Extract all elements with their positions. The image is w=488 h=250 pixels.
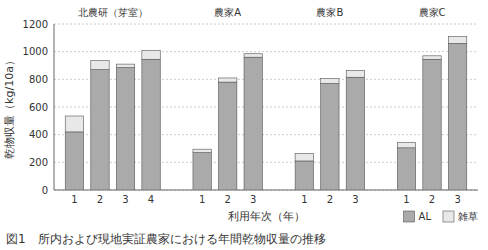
bar-segment [423,59,441,190]
legend-swatch [443,211,454,222]
grid-line [54,51,478,52]
x-tick-label: 1 [403,194,409,205]
grid-line [54,24,478,25]
x-tick-label: 2 [327,194,333,205]
legend-swatch [404,211,415,222]
legend-item: 雑草 [443,211,478,222]
bar-segment [91,61,109,70]
group-label: 北農研（芽室） [78,7,148,18]
bar-segment [244,57,262,190]
x-tick-label: 3 [122,194,128,205]
y-tick-label: 800 [29,74,48,85]
group-label: 農家C [419,7,446,18]
bar-segment [295,153,313,161]
legend: AL 雑草 [404,211,478,222]
group-label: 農家B [316,7,343,18]
group-label: 農家A [214,7,241,18]
bar-segment [193,153,211,190]
x-tick-label: 3 [352,194,358,205]
bar-segment [142,50,160,59]
y-tick-label: 0 [42,185,48,196]
bar-segment [116,68,134,190]
bar-segment [397,142,415,148]
bar-segment [218,78,236,82]
bar-segment [448,43,466,190]
x-axis-label: 利用年次（年） [228,210,305,223]
legend-label: AL [419,211,432,222]
x-tick-label: 3 [250,194,256,205]
bar-segment [244,54,262,57]
legend-item: AL [404,211,432,222]
bar-segment [193,149,211,152]
bars [65,36,467,190]
x-tick-label: 3 [454,194,460,205]
x-tick-label: 2 [429,194,435,205]
bar-segment [321,79,339,84]
bar-segment [397,148,415,190]
chart: 0 200 400 600 800 1000 1200 1 2 3 4 1 2 3 1 2 3 1 2 3 北農研（芽室… [0,0,488,250]
y-tick-label: 400 [29,129,48,140]
grid [54,24,478,190]
y-tick-label: 1200 [23,19,48,30]
bar-segment [321,83,339,190]
bar-segment [346,77,364,190]
x-tick-label: 2 [97,194,103,205]
bar-segment [65,116,83,132]
bar-segment [423,56,441,59]
x-tick-label: 4 [148,194,154,205]
caption: 図1 所内および現地実証農家における年間乾物収量の推移 [6,232,326,246]
bar-segment [142,59,160,190]
y-tick-label: 200 [29,157,48,168]
x-tick-label: 1 [199,194,205,205]
bar-segment [91,70,109,190]
x-tick-label: 2 [224,194,230,205]
y-tick-label: 1000 [23,46,48,57]
legend-label: 雑草 [458,211,478,222]
bar-segment [218,82,236,190]
axes: 0 200 400 600 800 1000 1200 1 2 3 4 1 2 3 1 2 3 1 2 3 [23,19,478,206]
y-axis-label: 乾物収量（kg/10a） [3,55,16,159]
x-tick-label: 1 [301,194,307,205]
y-axis-line [54,24,55,190]
bar-segment [448,36,466,43]
x-tick-label: 1 [71,194,77,205]
y-tick-label: 600 [29,102,48,113]
bar-segment [65,132,83,190]
bar-segment [116,64,134,67]
bar-segment [346,70,364,77]
bar-segment [295,161,313,190]
